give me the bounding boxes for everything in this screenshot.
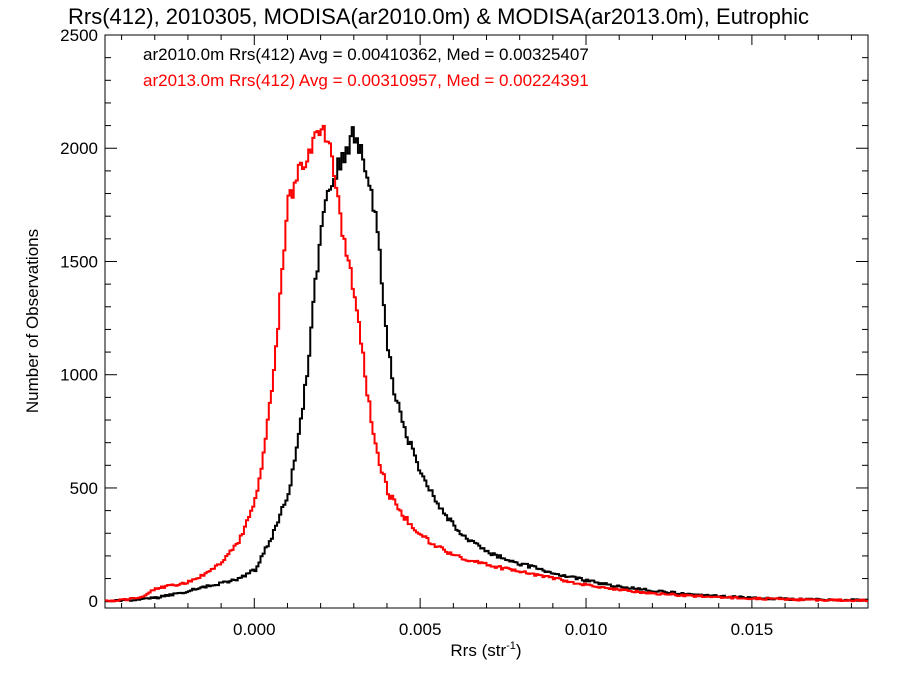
chart-title: Rrs(412), 2010305, MODISA(ar2010.0m) & M…: [68, 4, 809, 29]
y-tick-label: 1500: [60, 252, 98, 271]
y-tick-label: 1000: [60, 366, 98, 385]
series-ar2013-line: [105, 124, 868, 603]
y-tick-label: 2000: [60, 139, 98, 158]
x-axis-label-end: ): [516, 641, 522, 660]
x-tick-label: 0.000: [233, 620, 276, 639]
x-axis-label-main: Rrs (str: [450, 641, 506, 660]
y-tick-label: 2500: [60, 26, 98, 45]
x-tick-label: 0.005: [399, 620, 442, 639]
x-axis-ticks: 0.000 0.005 0.010 0.015: [121, 35, 852, 639]
legend-entry-ar2010: ar2010.0m Rrs(412) Avg = 0.00410362, Med…: [143, 45, 589, 64]
y-tick-label: 500: [70, 479, 98, 498]
x-tick-label: 0.015: [731, 620, 774, 639]
series-layer: [105, 124, 868, 603]
y-tick-label: 0: [89, 592, 98, 611]
y-axis-ticks: 0 500 1000 1500 2000 2500: [60, 26, 868, 611]
x-tick-label: 0.010: [565, 620, 608, 639]
x-axis-label-sup: -1: [506, 640, 516, 652]
series-ar2010-line: [105, 126, 868, 603]
plot-frame: [104, 34, 869, 609]
x-axis-label: Rrs (str-1): [450, 640, 521, 660]
legend-entry-ar2013: ar2013.0m Rrs(412) Avg = 0.00310957, Med…: [143, 71, 589, 90]
legend: ar2010.0m Rrs(412) Avg = 0.00410362, Med…: [143, 45, 589, 90]
y-axis-label: Number of Observations: [23, 229, 42, 413]
